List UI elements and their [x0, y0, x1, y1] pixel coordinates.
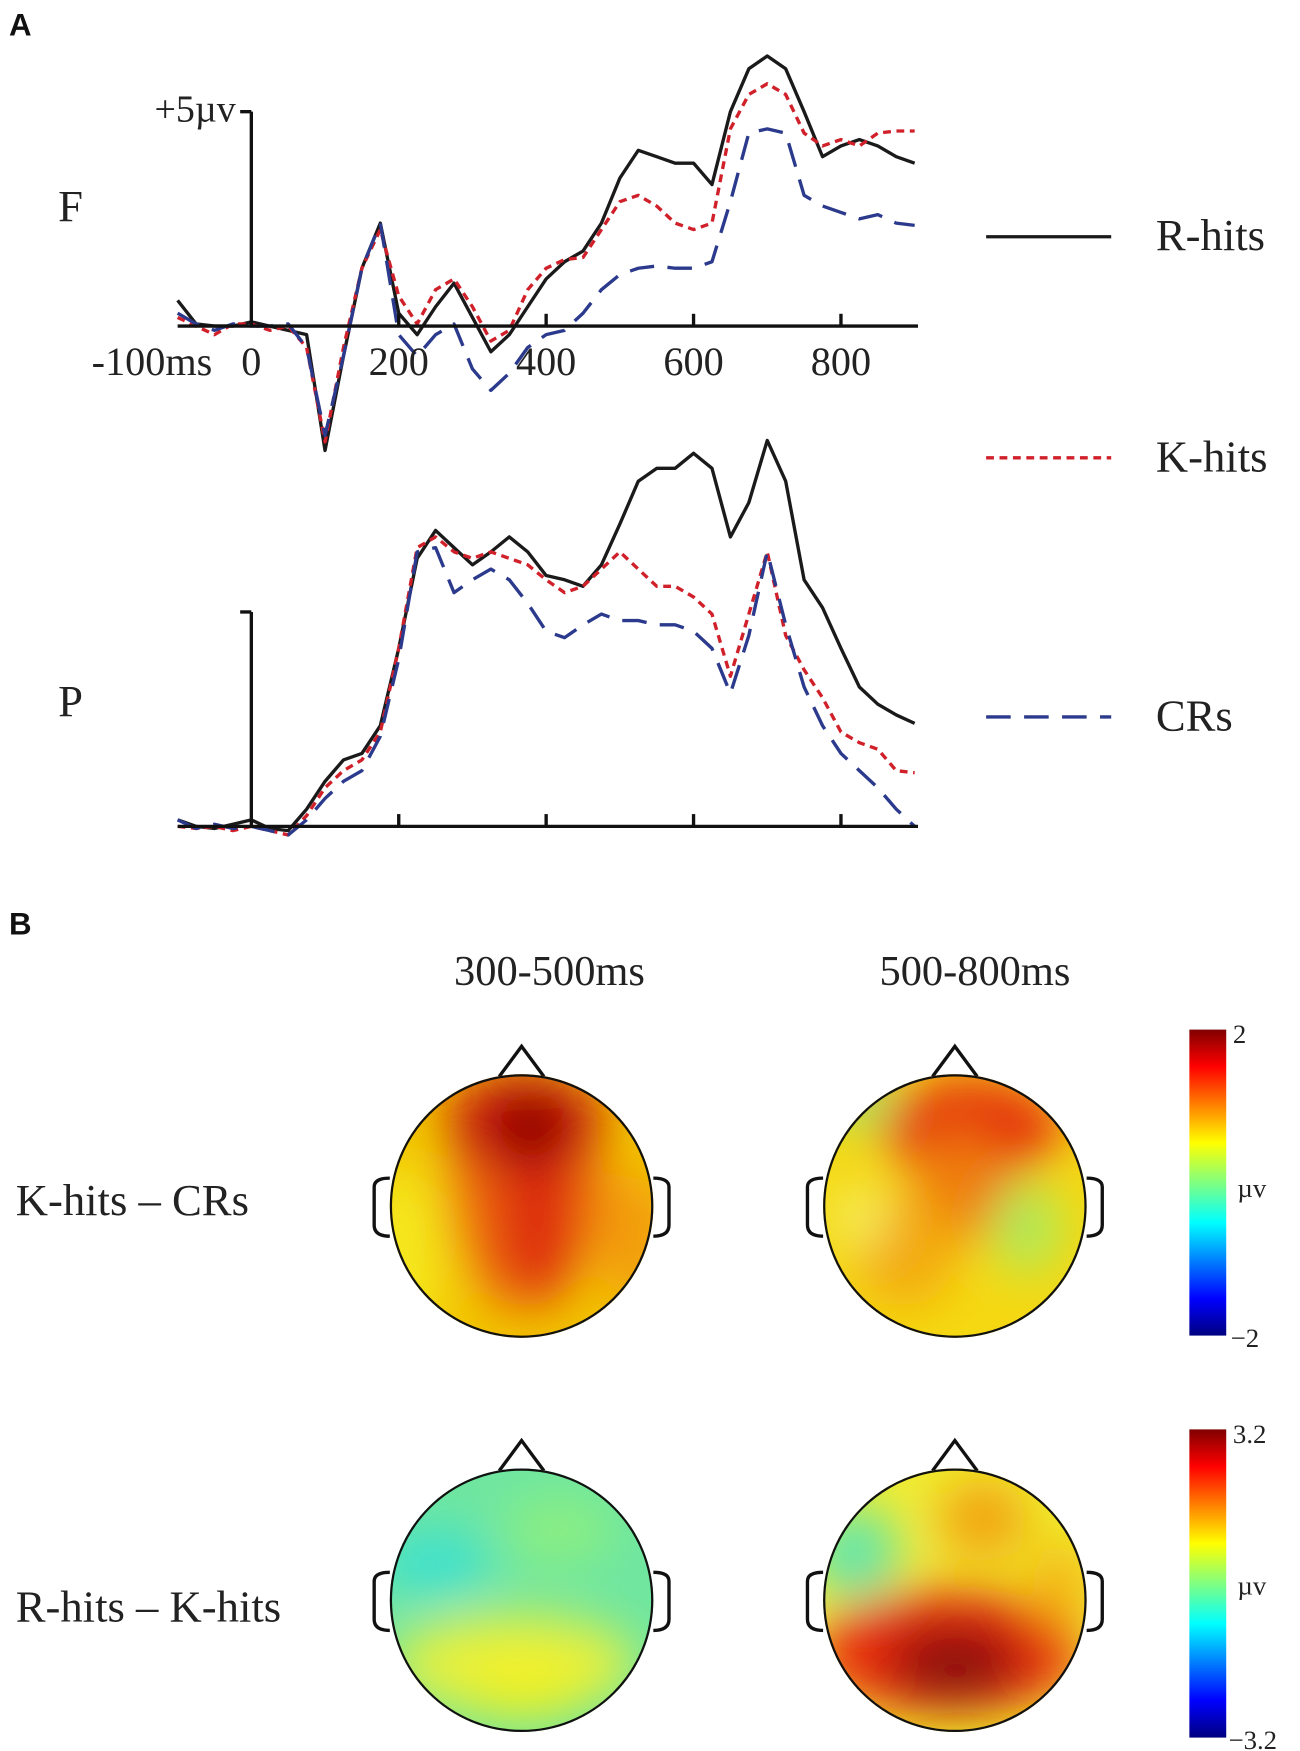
panel-label: B: [9, 907, 32, 942]
head-outline: [372, 1043, 1104, 1633]
legend-label: CRs: [1156, 690, 1233, 740]
colorbar: [1189, 1029, 1227, 1336]
topomap: [823, 1074, 1087, 1338]
topomap: [823, 1468, 1087, 1733]
colorbar-min: −3.2: [1228, 1725, 1277, 1751]
colorbar-max: 2: [1233, 1019, 1246, 1049]
x-tick-label: 0: [241, 339, 261, 384]
row-label: R-hits – K-hits: [16, 1581, 281, 1631]
series-line: [176, 54, 916, 453]
topomap: [389, 1468, 654, 1733]
topomaps: 2 µv −2 3.2 µv −3.2 300-500ms 500-800ms …: [16, 948, 1277, 1751]
row-label: K-hits – CRs: [16, 1175, 249, 1225]
colorbar-max: 3.2: [1233, 1419, 1267, 1449]
x-tick-label: -100ms: [92, 339, 213, 384]
colorbar-unit: µv: [1237, 1173, 1266, 1203]
series-line: [176, 545, 916, 837]
series-line: [176, 127, 915, 438]
x-tick-label: 400: [516, 339, 576, 384]
x-tick-label: 600: [663, 339, 723, 384]
colorbar: [1189, 1429, 1227, 1738]
x-tick-label: 200: [369, 339, 429, 384]
series-line: [177, 438, 916, 833]
panel-label: A: [9, 8, 32, 43]
chart-title: P: [58, 676, 83, 726]
series-line: [176, 82, 915, 444]
x-tick-label: 800: [811, 339, 871, 384]
colorbar-min: −2: [1231, 1323, 1260, 1353]
legend-label: R-hits: [1156, 210, 1265, 260]
y-tick-label: +5µv: [154, 89, 235, 131]
chart-title: F: [58, 181, 83, 231]
column-label: 300-500ms: [454, 948, 645, 995]
legend-label: K-hits: [1156, 431, 1268, 481]
colorbar-unit: µv: [1237, 1571, 1266, 1601]
column-label: 500-800ms: [880, 948, 1071, 995]
topomap: [389, 1074, 654, 1338]
